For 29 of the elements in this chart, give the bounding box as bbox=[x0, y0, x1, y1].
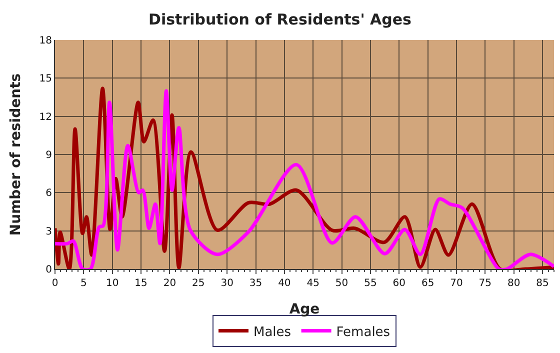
x-tick-label: 35 bbox=[249, 278, 262, 289]
x-tick-label: 30 bbox=[220, 278, 234, 289]
x-tick-label: 50 bbox=[335, 278, 348, 289]
legend-label: Males bbox=[254, 324, 292, 340]
y-tick-label: 9 bbox=[46, 150, 52, 161]
x-tick-label: 5 bbox=[80, 278, 87, 289]
x-tick-label: 25 bbox=[192, 278, 205, 289]
x-tick-label: 40 bbox=[278, 278, 291, 289]
y-tick-label: 12 bbox=[39, 112, 52, 123]
x-tick-label: 60 bbox=[392, 278, 406, 289]
x-tick-label: 85 bbox=[536, 278, 549, 289]
y-tick-label: 15 bbox=[39, 74, 52, 85]
x-tick-label: 80 bbox=[507, 278, 520, 289]
y-tick-label: 0 bbox=[46, 264, 52, 276]
y-tick-label: 3 bbox=[46, 226, 52, 238]
chart-title: Distribution of Residents' Ages bbox=[148, 10, 412, 29]
x-axis-title: Age bbox=[289, 301, 320, 318]
x-tick-label: 15 bbox=[134, 278, 148, 289]
x-tick-label: 45 bbox=[306, 278, 320, 289]
y-tick-label: 18 bbox=[39, 36, 52, 46]
x-tick-label: 65 bbox=[421, 278, 434, 289]
x-tick-label: 10 bbox=[106, 278, 119, 289]
y-tick-label: 6 bbox=[46, 188, 52, 200]
x-tick-label: 70 bbox=[450, 278, 463, 289]
x-tick-label: 20 bbox=[163, 278, 176, 289]
y-axis-title: Number of residents bbox=[8, 73, 24, 236]
legend-label: Females bbox=[336, 324, 390, 340]
x-tick-label: 75 bbox=[478, 278, 492, 289]
x-tick-label: 55 bbox=[364, 278, 377, 289]
